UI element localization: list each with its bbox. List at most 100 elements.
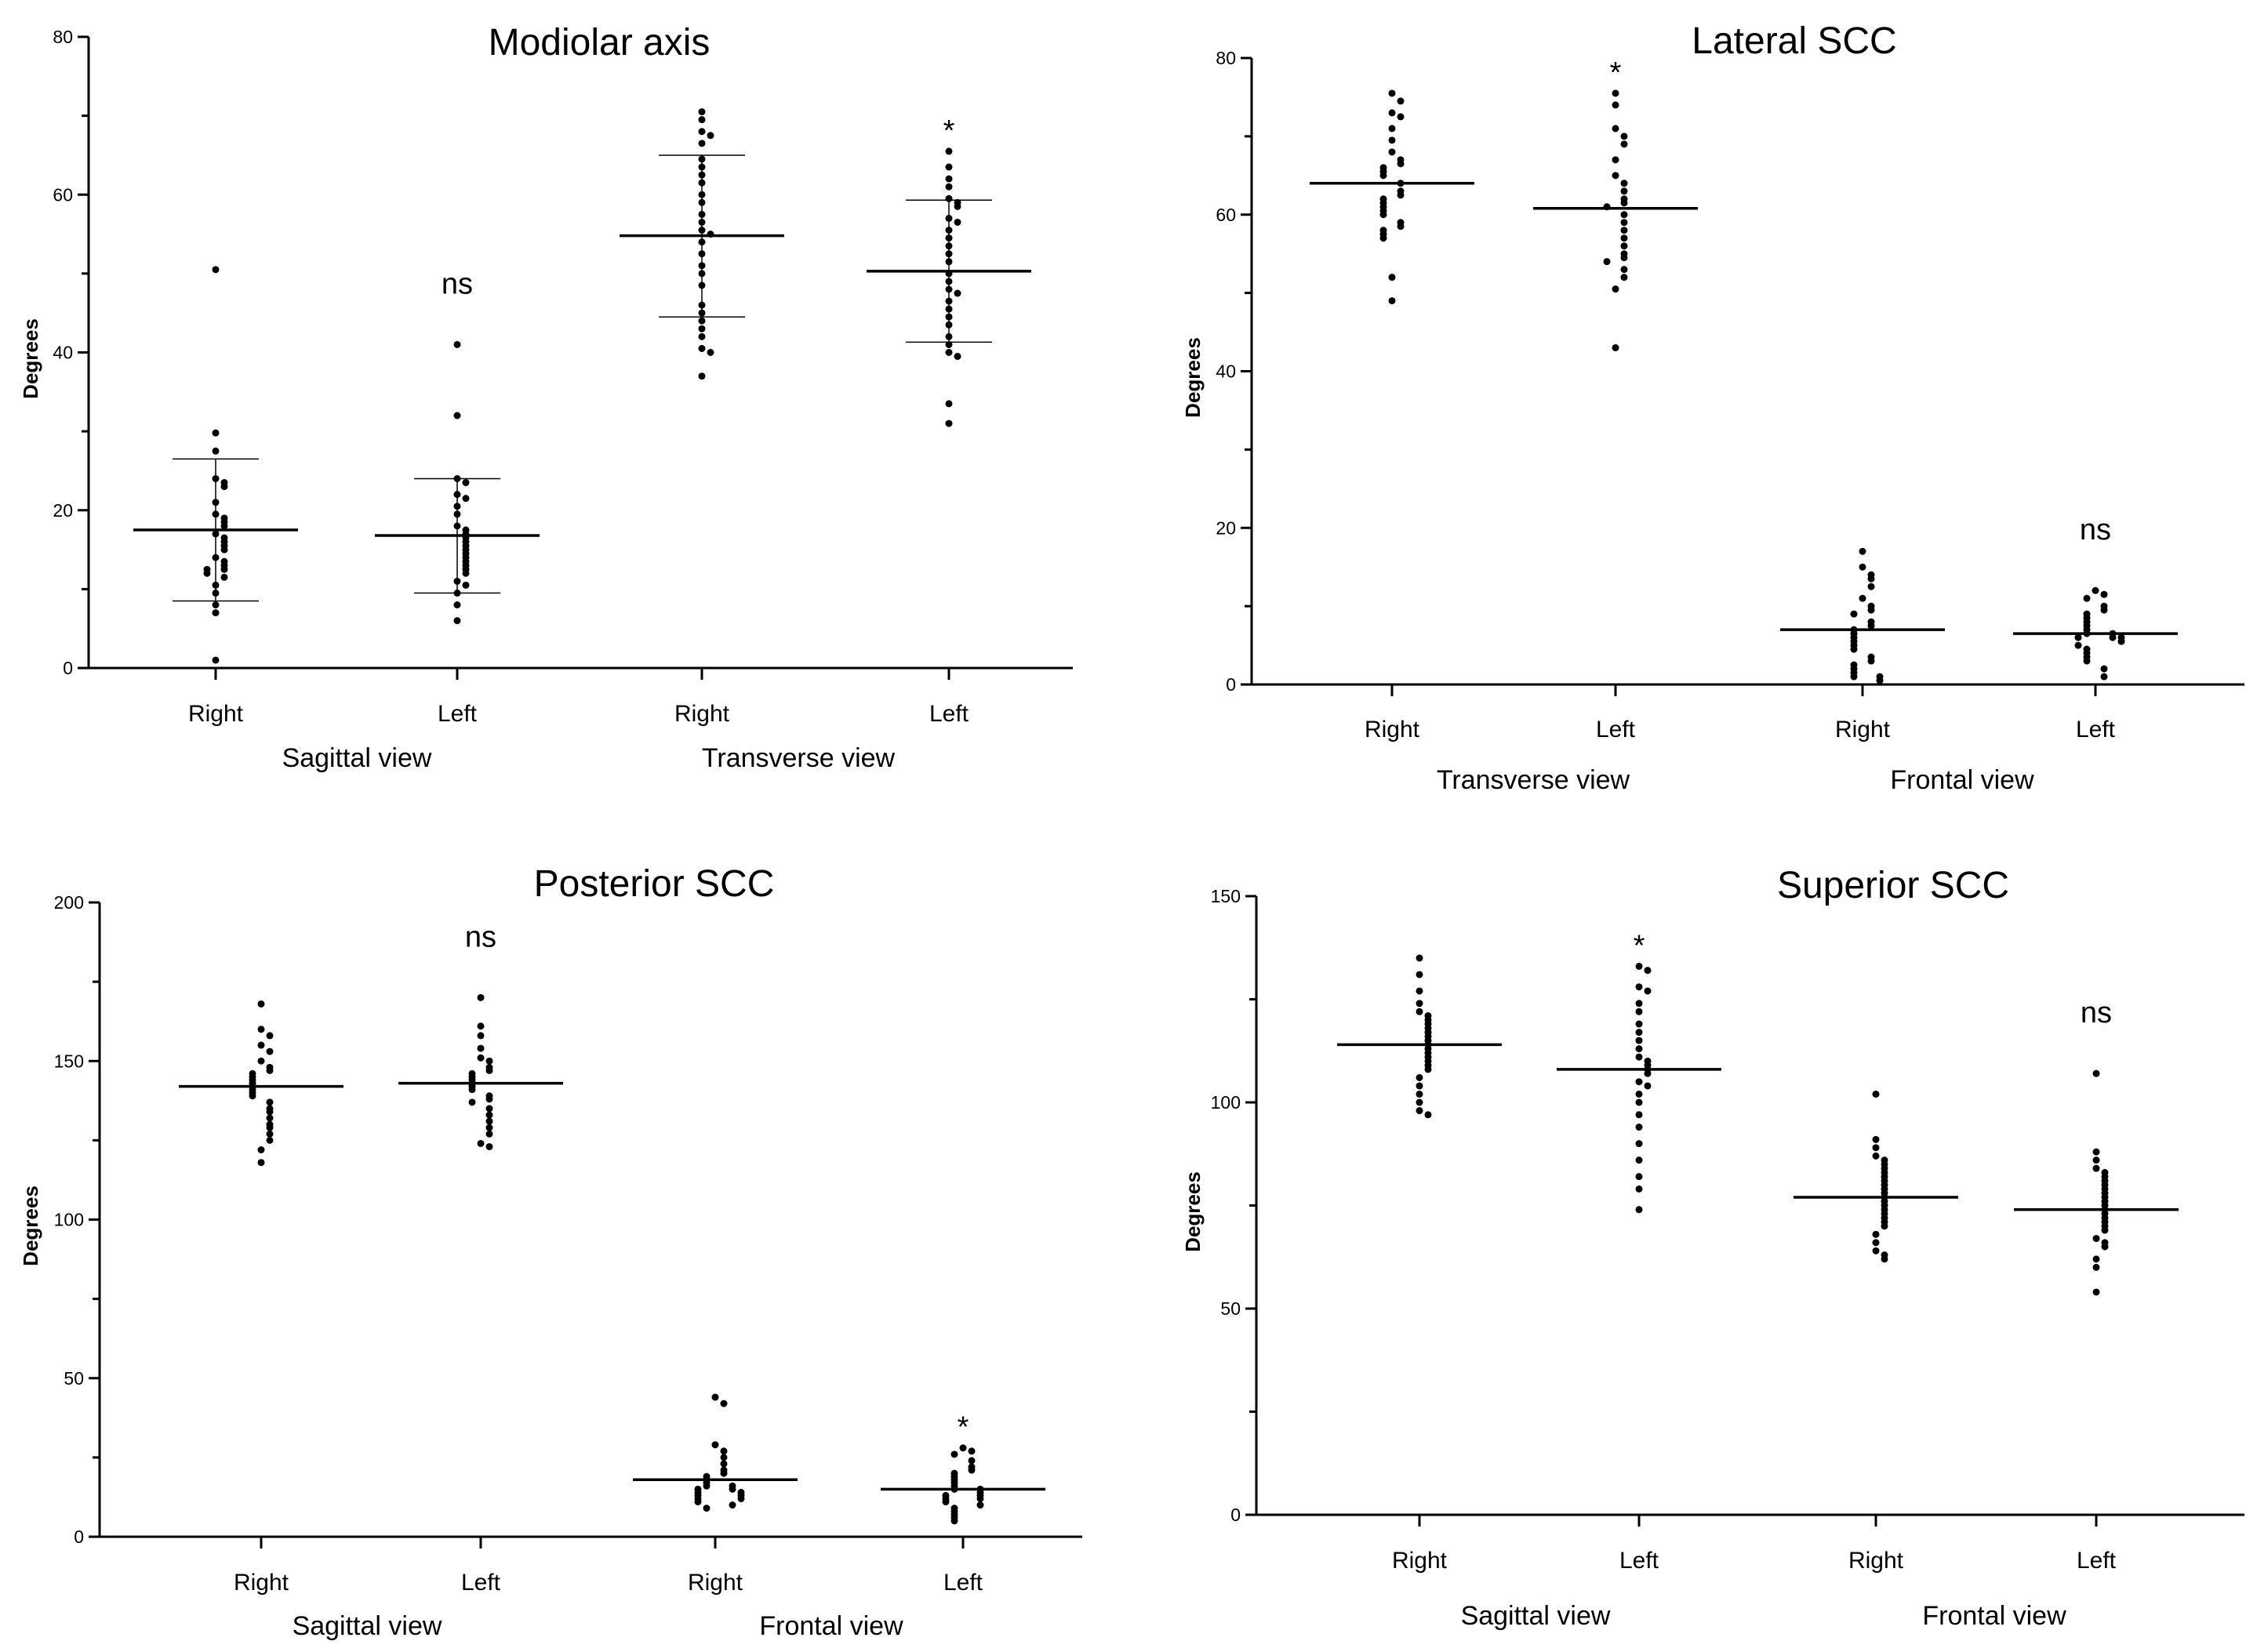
data-point: [1620, 227, 1628, 234]
data-point: [1397, 223, 1405, 231]
data-point: [945, 305, 953, 313]
data-point: [945, 234, 953, 242]
data-point: [1603, 258, 1611, 266]
data-point: [1388, 125, 1396, 133]
data-point: [1379, 234, 1387, 242]
y-tick-label: 50: [1220, 1298, 1241, 1319]
data-point: [1397, 113, 1405, 121]
data-point: [1635, 1156, 1643, 1164]
data-point: [1620, 187, 1628, 195]
data-point: [1859, 594, 1866, 602]
y-tick-label: 20: [53, 500, 73, 521]
data-point: [1881, 1255, 1888, 1263]
data-point: [453, 340, 461, 348]
data-point: [945, 227, 953, 234]
data-point: [954, 218, 961, 226]
data-point: [1620, 242, 1628, 250]
data-point: [945, 214, 953, 222]
data-point: [945, 147, 953, 155]
data-point: [698, 344, 706, 352]
data-point: [2083, 630, 2091, 637]
data-point: [2092, 1069, 2100, 1077]
data-point: [257, 1041, 265, 1049]
data-point: [1612, 172, 1619, 180]
data-point: [1379, 172, 1387, 180]
data-point: [1620, 219, 1628, 227]
data-point: [1644, 1069, 1652, 1077]
data-point: [1872, 1239, 1880, 1247]
data-point: [945, 270, 953, 278]
significance-label: ns: [2081, 997, 2112, 1029]
data-point: [1424, 1111, 1432, 1119]
data-point: [698, 163, 706, 171]
data-point: [698, 218, 706, 226]
data-point: [212, 656, 220, 664]
data-point: [1603, 203, 1611, 211]
y-tick-label: 0: [74, 1527, 84, 1547]
data-point: [212, 475, 220, 482]
data-point: [707, 132, 714, 140]
data-point: [266, 1032, 274, 1040]
y-tick-label: 50: [64, 1368, 84, 1389]
data-point: [2100, 665, 2108, 673]
data-point: [945, 278, 953, 285]
data-point: [703, 1505, 711, 1512]
data-point: [2074, 641, 2082, 649]
data-point: [698, 128, 706, 136]
data-point: [453, 475, 461, 482]
data-point: [698, 325, 706, 332]
group-label: Sagittal view: [1461, 1601, 1611, 1631]
x-tick-label: Right: [1848, 1548, 1904, 1574]
data-point: [212, 447, 220, 455]
data-point: [468, 1086, 476, 1094]
data-point: [477, 993, 485, 1001]
data-point: [477, 1044, 485, 1052]
data-point: [212, 589, 220, 597]
data-point: [945, 313, 953, 321]
data-point: [477, 1022, 485, 1030]
data-point: [462, 479, 470, 487]
data-point: [950, 1450, 958, 1458]
data-point: [1620, 140, 1628, 148]
x-tick-label: Left: [943, 1570, 983, 1596]
y-tick-label: 200: [54, 892, 84, 913]
data-point: [1881, 1222, 1888, 1230]
data-point: [698, 281, 706, 289]
data-point: [2100, 606, 2108, 614]
data-point: [1388, 109, 1396, 117]
data-point: [485, 1124, 493, 1131]
group-label: Frontal view: [1922, 1601, 2066, 1631]
data-point: [959, 1444, 967, 1452]
data-point: [698, 317, 706, 325]
data-point: [212, 554, 220, 561]
data-point: [1644, 1082, 1652, 1090]
data-point: [485, 1105, 493, 1113]
data-point: [1635, 1124, 1643, 1131]
data-point: [1876, 677, 1884, 684]
data-point: [945, 175, 953, 183]
data-point: [1635, 1045, 1643, 1053]
data-point: [698, 227, 706, 234]
data-point: [1867, 657, 1875, 665]
data-point: [711, 1393, 719, 1401]
data-point: [212, 499, 220, 506]
data-point: [2101, 1226, 2109, 1234]
data-point: [462, 581, 470, 589]
chart-title: Modiolar axis: [489, 22, 711, 64]
data-point: [707, 349, 714, 356]
data-point: [1635, 1173, 1643, 1181]
y-tick-label: 60: [53, 184, 73, 205]
data-point: [1416, 1090, 1423, 1098]
group-label: Sagittal view: [282, 743, 432, 773]
data-point: [266, 1047, 274, 1055]
data-point: [954, 202, 961, 210]
data-point: [703, 1482, 711, 1490]
data-point: [945, 321, 953, 329]
data-point: [462, 495, 470, 503]
data-point: [1859, 563, 1866, 571]
data-point: [453, 589, 461, 597]
data-point: [711, 1441, 719, 1449]
significance-label: *: [958, 1411, 969, 1444]
data-point: [485, 1066, 493, 1074]
data-point: [1850, 610, 1858, 618]
